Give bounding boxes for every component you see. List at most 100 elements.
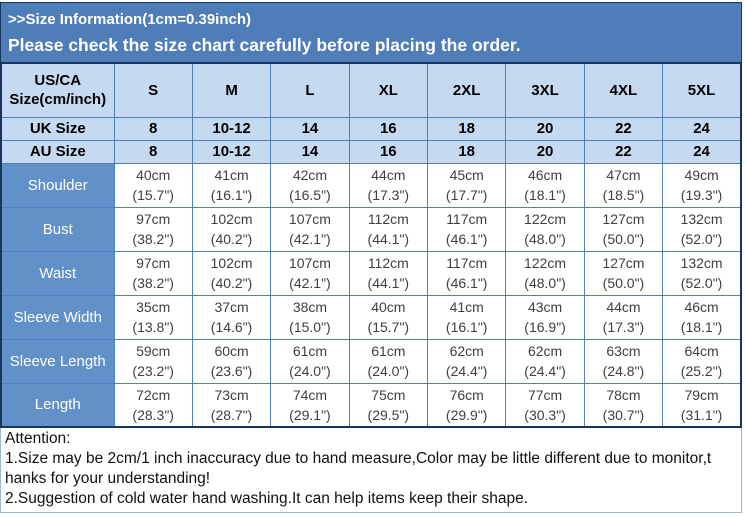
measurement-inch-value: (16.1") [445,319,488,335]
size-column-header: M [191,62,272,118]
measurement-row-label: Shoulder [0,162,115,208]
measurement-cell: 41cm (16.1") [191,162,272,208]
measurement-cm-value: 107cm [288,211,331,227]
measurement-inch-value: (30.3") [524,406,566,423]
measurement-inch-value: (48.0") [524,231,566,247]
measurement-inch-value: (17.7") [445,187,488,203]
measurement-cell: 47cm (18.5") [583,162,664,208]
measurement-cm-value: 46cm [684,299,719,315]
measurement-inch-value: (38.2") [132,231,174,247]
size-value-cell: 22 [583,139,664,164]
measurement-inch-value: (46.1") [445,231,488,247]
measurement-cell: 76cm (29.9") [426,382,507,428]
measurement-cell: 35cm (13.8") [113,294,193,340]
measurement-inch-value: (38.2") [132,275,174,291]
measurement-inch-value: (19.3") [680,187,723,203]
measurement-cell: 97cm (38.2") [113,206,193,252]
measurement-inch-value: (16.5") [289,187,331,203]
measurement-cell: 127cm (50.0") [583,206,664,252]
size-row: AU Size 8 10-12 14 16 18 20 22 24 [0,139,742,164]
measurement-cell: 60cm (23.6") [191,338,272,384]
measurement-cell: 61cm (24.0") [270,338,350,384]
measurement-row-label: Bust [0,206,115,252]
measurement-cm-value: 44cm [371,167,406,183]
size-value-cell: 18 [426,139,507,164]
measurement-cm-value: 42cm [292,167,328,183]
measurement-inch-value: (50.0") [602,275,645,291]
measurement-inch-value: (24.0") [289,363,331,379]
measurement-cm-value: 112cm [367,255,409,271]
measurement-inch-value: (44.1") [367,231,410,247]
measurement-cm-value: 97cm [136,255,171,271]
measurement-cm-value: 40cm [136,167,171,183]
size-column-header: 4XL [583,62,664,118]
measurement-cell: 38cm (15.0") [270,294,350,340]
measurement-inch-value: (24.4") [445,363,488,379]
measurement-cm-value: 41cm [449,299,484,315]
measurement-cell: 132cm (52.0") [662,250,742,296]
measurement-inch-value: (29.5") [367,406,410,423]
size-column-header: 5XL [662,62,742,118]
measurement-cm-value: 44cm [606,299,641,315]
size-value-cell: 14 [270,139,350,164]
measurement-cell: 117cm (46.1") [426,250,507,296]
measurement-cm-value: 122cm [524,255,567,271]
measurement-cell: 72cm (28.3") [113,382,193,428]
measurement-inch-value: (24.8") [602,363,645,379]
attention-point-1: 1.Size may be 2cm/1 inch inaccuracy due … [5,450,712,467]
measurement-cm-value: 122cm [524,211,567,227]
measurement-cell: 75cm (29.5") [348,382,429,428]
size-row-label: UK Size [0,116,115,141]
measurement-inch-value: (15.7") [367,319,410,335]
measurement-inch-value: (18.1") [524,187,566,203]
measurement-row: Waist 97cm (38.2") 102cm (40.2") 107cm (42.1")… [0,250,742,296]
size-value-cell: 20 [505,116,585,141]
size-value-cell: 14 [270,116,350,141]
size-column-header: S [113,62,193,118]
measurement-cell: 37cm (14.6") [191,294,272,340]
measurement-cm-value: 117cm [446,255,488,271]
measurement-row: Sleeve Width 35cm (13.8") 37cm (14.6") 38cm (1… [0,294,742,340]
measurement-cm-value: 46cm [527,167,563,183]
measurement-cell: 77cm (30.3") [505,382,585,428]
measurement-row-label: Sleeve Length [0,338,115,384]
measurement-cm-value: 127cm [602,211,645,227]
measurement-cell: 44cm (17.3") [348,162,429,208]
measurement-cm-value: 61cm [292,343,328,359]
measurement-cm-value: 112cm [367,211,409,227]
measurement-inch-value: (29.9") [445,406,488,423]
measurement-inch-value: (13.8") [132,319,174,335]
measurement-cell: 62cm (24.4") [426,338,507,384]
measurement-cell: 102cm (40.2") [191,206,272,252]
size-value-cell: 24 [662,139,742,164]
measurement-inch-value: (28.3") [132,406,174,423]
size-info-banner: >>Size Information(1cm=0.39inch) Please … [0,2,742,62]
measurement-inch-value: (25.2") [680,363,723,379]
measurement-cell: 62cm (24.4") [505,338,585,384]
measurement-cell: 64cm (25.2") [662,338,742,384]
measurement-cell: 127cm (50.0") [583,250,664,296]
measurement-cm-value: 61cm [371,343,406,359]
measurement-cm-value: 59cm [136,343,171,359]
size-column-header: L [270,62,350,118]
measurement-cell: 122cm (48.0") [505,206,585,252]
measurement-cm-value: 79cm [684,386,719,403]
corner-header-line2: Size(cm/inch) [9,91,107,109]
measurement-inch-value: (17.3") [367,187,410,203]
measurement-cell: 41cm (16.1") [426,294,507,340]
measurement-cm-value: 63cm [606,343,641,359]
measurement-cell: 112cm (44.1") [348,250,429,296]
measurement-cell: 40cm (15.7") [113,162,193,208]
size-column-header: 2XL [426,62,507,118]
measurement-cm-value: 43cm [527,299,563,315]
measurement-cell: 73cm (28.7") [191,382,272,428]
measurement-cell: 61cm (24.0") [348,338,429,384]
banner-title: >>Size Information(1cm=0.39inch) [8,11,251,28]
measurement-cm-value: 38cm [292,299,328,315]
measurement-inch-value: (23.2") [132,363,174,379]
size-column-header: 3XL [505,62,585,118]
measurement-cm-value: 132cm [680,211,723,227]
size-value-cell: 16 [348,116,429,141]
measurement-inch-value: (15.0") [289,319,331,335]
measurement-cell: 97cm (38.2") [113,250,193,296]
